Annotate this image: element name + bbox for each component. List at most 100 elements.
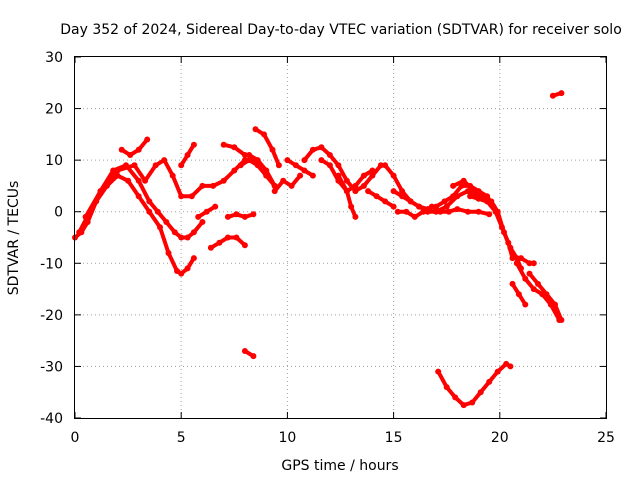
y-tick-label: 0 — [54, 205, 63, 221]
data-point — [318, 144, 325, 151]
data-point — [535, 280, 541, 287]
series-line — [225, 212, 256, 219]
data-point — [507, 363, 514, 370]
series-track-v — [394, 203, 493, 220]
series-track-e — [178, 141, 197, 169]
data-point — [530, 260, 537, 267]
data-point — [184, 234, 191, 241]
data-point — [382, 198, 389, 205]
data-point — [97, 188, 104, 195]
data-point — [190, 255, 197, 262]
data-point — [443, 384, 450, 391]
data-point — [301, 157, 308, 164]
x-tick-label: 15 — [385, 430, 403, 446]
chart-title: Day 352 of 2024, Sidereal Day-to-day VTE… — [60, 22, 622, 38]
series-track-ad — [435, 360, 514, 409]
data-point — [526, 260, 533, 267]
data-point — [343, 188, 350, 195]
series-track-x — [467, 193, 516, 262]
data-point — [394, 208, 401, 215]
data-point — [464, 188, 471, 195]
x-tick-label: 20 — [491, 430, 509, 446]
y-tick-label: 20 — [45, 102, 63, 118]
data-point — [241, 348, 248, 354]
series-line — [451, 178, 523, 271]
data-point — [114, 167, 121, 174]
series-track-p — [301, 144, 384, 195]
data-point — [390, 203, 397, 210]
data-point — [467, 193, 474, 200]
series-line — [302, 145, 383, 194]
data-point — [326, 162, 333, 169]
data-point — [360, 172, 367, 179]
data-point — [301, 167, 308, 174]
data-point — [435, 368, 442, 375]
data-point — [558, 317, 565, 323]
data-point — [437, 208, 444, 215]
series-track-aa — [513, 260, 563, 323]
data-point — [373, 193, 380, 200]
series-track-s — [365, 188, 397, 210]
data-point — [241, 213, 248, 220]
x-axis-label: GPS time / hours — [281, 458, 398, 474]
data-point — [549, 92, 556, 99]
data-point — [178, 234, 185, 241]
data-point — [360, 182, 367, 189]
data-point — [269, 146, 276, 153]
series-track-d — [118, 136, 151, 158]
series-line — [468, 194, 515, 261]
y-tick-label: -10 — [40, 256, 63, 272]
data-point — [390, 172, 397, 179]
series-line — [272, 173, 303, 194]
data-point — [411, 213, 418, 220]
data-point — [369, 172, 376, 179]
series-track-z — [518, 255, 537, 267]
data-point — [154, 208, 161, 215]
data-point — [515, 291, 522, 298]
y-tick-label: 30 — [45, 50, 63, 66]
data-point — [509, 255, 516, 262]
data-point — [558, 90, 565, 97]
data-point — [460, 402, 467, 409]
data-point — [348, 203, 355, 210]
data-point — [212, 203, 219, 210]
data-point — [477, 389, 484, 396]
data-point — [127, 152, 134, 158]
data-point — [403, 208, 410, 215]
data-point — [250, 211, 257, 218]
data-point — [82, 213, 89, 220]
data-point — [142, 177, 149, 184]
data-point — [144, 136, 151, 143]
x-tick-label: 0 — [71, 430, 80, 446]
data-point — [263, 167, 270, 174]
data-point — [420, 208, 427, 215]
data-point — [190, 229, 197, 236]
data-point — [118, 146, 125, 153]
data-point — [445, 208, 452, 215]
data-point — [460, 177, 467, 184]
data-point — [382, 162, 389, 169]
data-point — [352, 213, 359, 220]
x-tick-label: 10 — [278, 430, 296, 446]
series-line — [366, 189, 396, 209]
data-point — [135, 193, 142, 200]
data-point — [210, 182, 217, 189]
data-point — [526, 270, 533, 277]
data-point — [195, 213, 202, 220]
series-track-j — [241, 348, 257, 360]
data-point — [250, 353, 257, 360]
data-point — [365, 188, 372, 195]
data-point — [178, 193, 185, 200]
data-point — [171, 229, 178, 236]
data-point — [377, 162, 384, 169]
series-track-t — [382, 162, 497, 213]
data-point — [513, 255, 520, 262]
data-point — [220, 141, 227, 148]
data-point — [513, 260, 520, 267]
data-point — [261, 131, 267, 138]
data-point — [163, 219, 170, 225]
series-track-o — [284, 157, 316, 179]
data-point — [509, 280, 516, 287]
x-tick-label: 25 — [597, 430, 615, 446]
